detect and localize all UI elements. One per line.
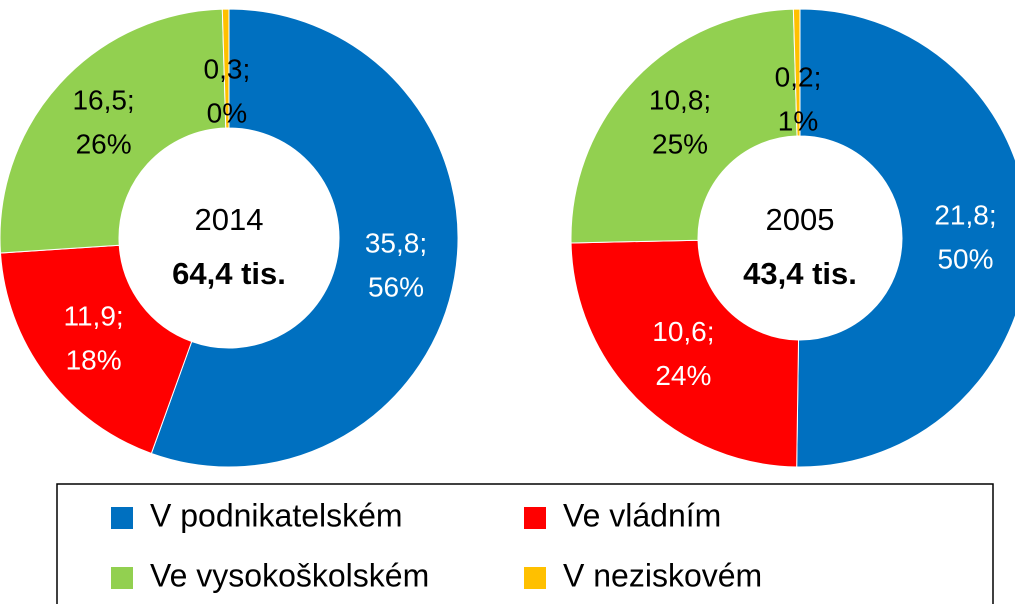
- legend-swatch: [524, 567, 546, 589]
- value-label: 10,8;: [649, 84, 711, 115]
- center-label: 2005: [766, 202, 835, 237]
- value-label: 26%: [76, 128, 132, 159]
- slice: [796, 8, 1015, 468]
- legend-label: Ve vládním: [563, 497, 721, 533]
- slice: [221, 8, 230, 129]
- legend-swatch: [111, 567, 133, 589]
- value-label: 1%: [778, 105, 818, 136]
- legend-swatch: [111, 507, 133, 529]
- value-label: 56%: [368, 272, 424, 303]
- value-label: 18%: [66, 344, 122, 375]
- value-label: 25%: [652, 128, 708, 159]
- value-label: 10,6;: [652, 316, 714, 347]
- value-label: 21,8;: [934, 200, 996, 231]
- slice: [0, 8, 227, 254]
- legend-label: V podnikatelském: [150, 497, 403, 533]
- value-label: 50%: [937, 244, 993, 275]
- value-label: 16,5;: [72, 84, 134, 115]
- value-label: 0%: [207, 97, 247, 128]
- center-label: 2014: [195, 202, 264, 237]
- total-label: 43,4 tis.: [743, 256, 857, 291]
- slice: [570, 239, 800, 468]
- value-label: 0,3;: [204, 53, 251, 84]
- value-label: 35,8;: [365, 228, 427, 259]
- total-label: 64,4 tis.: [172, 256, 286, 291]
- legend-label: Ve vysokoškolském: [150, 557, 429, 593]
- value-label: 24%: [655, 360, 711, 391]
- value-label: 0,2;: [775, 61, 822, 92]
- value-label: 11,9;: [63, 300, 123, 331]
- legend-label: V neziskovém: [563, 557, 762, 593]
- slice: [570, 8, 798, 244]
- slice: [150, 8, 459, 468]
- slice: [792, 8, 801, 137]
- legend-swatch: [524, 507, 546, 529]
- slice: [0, 244, 193, 455]
